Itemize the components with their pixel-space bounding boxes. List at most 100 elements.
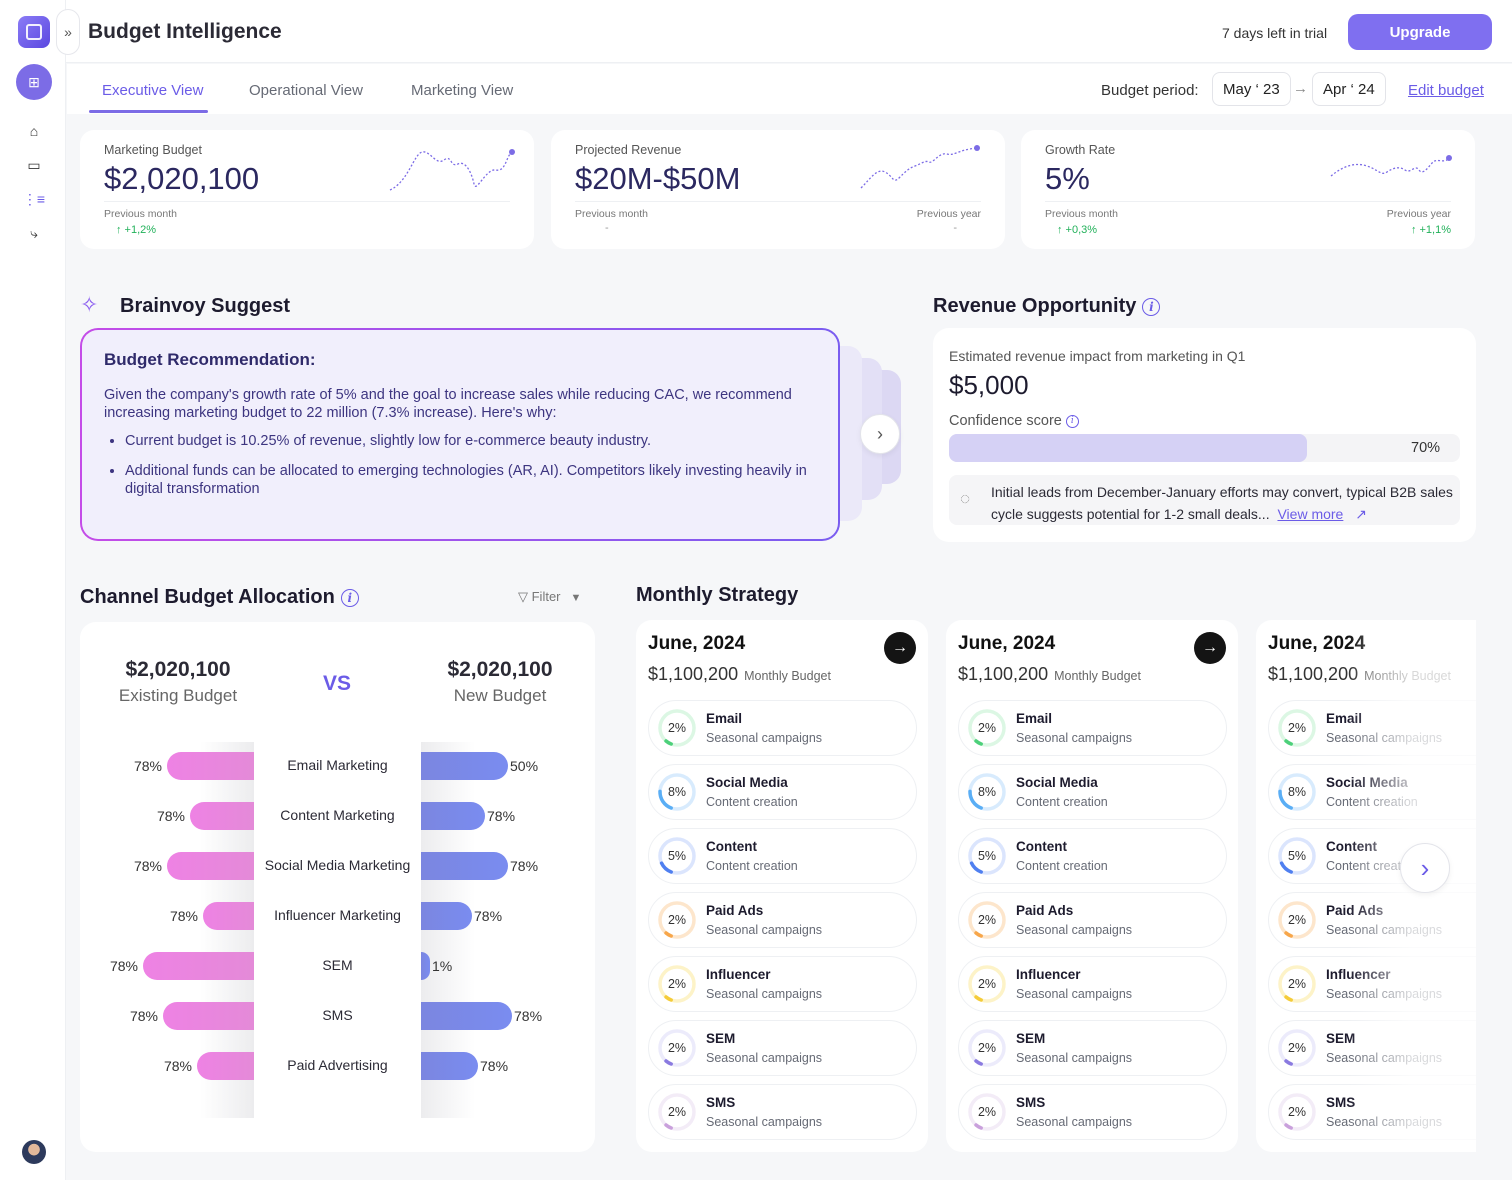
tab-executive-view[interactable]: Executive View [102, 82, 204, 99]
percent-ring: 2% [657, 708, 697, 748]
strategy-item[interactable]: 5% Content Content creation [958, 828, 1227, 884]
existing-budget-value: $2,020,100 [125, 658, 231, 681]
strategy-item[interactable]: 2% SEM Seasonal campaigns [648, 1020, 917, 1076]
strategy-item[interactable]: 2% SEM Seasonal campaigns [958, 1020, 1227, 1076]
confidence-value: 70% [1411, 440, 1441, 456]
strategy-item[interactable]: 2% Influencer Seasonal campaigns [648, 956, 917, 1012]
new-value: 78% [474, 908, 503, 924]
percent-ring: 8% [967, 772, 1007, 812]
arrow-right-icon: → [892, 639, 908, 656]
kpi-compare-label: Previous month [1045, 208, 1118, 220]
wallet-icon[interactable]: ▭ [27, 156, 41, 173]
tab-marketing-view[interactable]: Marketing View [411, 82, 514, 99]
sparkline [1330, 155, 1452, 177]
existing-value: 78% [129, 1008, 158, 1024]
existing-bar [163, 1002, 254, 1030]
month-title: June, 2024 [958, 633, 1056, 654]
strategy-item[interactable]: 8% Social Media Content creation [648, 764, 917, 820]
view-more-link[interactable]: View more [1277, 506, 1344, 522]
tab-operational-view[interactable]: Operational View [249, 82, 363, 99]
existing-bar [203, 902, 254, 930]
arrow-right-icon: → [1202, 639, 1218, 656]
item-name: SMS [706, 1095, 736, 1110]
period-start-select[interactable]: May ‘ 23 [1212, 72, 1291, 106]
edit-budget-link[interactable]: Edit budget [1408, 82, 1484, 99]
item-desc: Seasonal campaigns [1016, 987, 1133, 1001]
strategy-item[interactable]: 2% Influencer Seasonal campaigns [958, 956, 1227, 1012]
next-month-button[interactable]: › [1400, 843, 1450, 893]
open-month-button[interactable]: → [1194, 632, 1226, 664]
new-bar [421, 902, 472, 930]
revenue-caption: Estimated revenue impact from marketing … [949, 348, 1246, 364]
percent-ring: 2% [967, 964, 1007, 1004]
confidence-bar [949, 434, 1460, 462]
active-tab-indicator [89, 110, 208, 113]
strategy-item[interactable]: 2% SMS Seasonal campaigns [648, 1084, 917, 1140]
channel-label: Content Marketing [280, 807, 395, 823]
info-icon[interactable]: i [1142, 297, 1161, 316]
strategy-item[interactable]: 8% Social Media Content creation [958, 764, 1227, 820]
next-suggestion-button[interactable]: › [860, 414, 900, 454]
item-desc: Seasonal campaigns [706, 1051, 823, 1065]
kpi-change: ↑ +1,2% [116, 224, 157, 236]
open-month-button[interactable]: → [884, 632, 916, 664]
new-button[interactable]: ⊞ [16, 64, 52, 100]
kpi-value: 5% [1045, 161, 1090, 196]
vs-label: VS [322, 672, 351, 695]
kpi-projected-revenue: Projected Revenue $20M-$50M Previous mon… [551, 130, 1005, 249]
strategy-item[interactable]: 5% Content Content creation [648, 828, 917, 884]
strategy-item[interactable]: 2% Paid Ads Seasonal campaigns [648, 892, 917, 948]
external-link-icon[interactable]: ↗ [1355, 506, 1367, 522]
percent-ring: 8% [1277, 772, 1317, 812]
item-name: Social Media [1016, 775, 1098, 790]
info-icon[interactable]: i [340, 588, 359, 607]
new-value: 78% [510, 858, 539, 874]
percent-ring: 2% [1277, 964, 1317, 1004]
budget-period-label: Budget period: [1101, 82, 1199, 99]
existing-value: 78% [163, 1058, 192, 1074]
channel-label: Paid Advertising [287, 1057, 388, 1073]
strategy-item[interactable]: 2% Paid Ads Seasonal campaigns [958, 892, 1227, 948]
percent-ring: 2% [1277, 900, 1317, 940]
item-name: Paid Ads [706, 903, 764, 918]
item-desc: Seasonal campaigns [706, 1115, 823, 1129]
plus-icon: ⊞ [28, 73, 40, 90]
kpi-label: Marketing Budget [104, 143, 202, 157]
revenue-title: Revenue Opportunity i [933, 295, 1161, 318]
sidebar [0, 0, 66, 1180]
app-logo[interactable] [18, 16, 50, 48]
kpi-marketing-budget: Marketing Budget $2,020,100 Previous mon… [80, 130, 534, 249]
home-icon[interactable]: ⌂ [29, 123, 39, 139]
recommendation-title: Budget Recommendation: [104, 350, 316, 369]
item-name: Email [706, 711, 743, 726]
item-desc: Content creation [1016, 859, 1108, 873]
item-name: SEM [706, 1031, 736, 1046]
strategy-item[interactable]: 2% SMS Seasonal campaigns [958, 1084, 1227, 1140]
strategy-item[interactable]: 2% Email Seasonal campaigns [648, 700, 917, 756]
strategy-item[interactable]: 2% Email Seasonal campaigns [958, 700, 1227, 756]
info-icon[interactable]: i [1065, 414, 1079, 428]
upgrade-button[interactable]: Upgrade [1348, 14, 1492, 50]
percent-ring: 2% [1277, 1092, 1317, 1132]
new-bar [421, 852, 508, 880]
workflow-icon[interactable]: ⤷ [30, 224, 38, 241]
channel-label: SMS [322, 1007, 353, 1023]
lightbulb-icon: ◌ [960, 489, 971, 508]
existing-value: 78% [156, 808, 185, 824]
filter-dropdown[interactable]: ▽ Filter ▼ [518, 589, 582, 604]
expand-sidebar-button[interactable]: » [56, 9, 80, 55]
confidence-label: Confidence score i [949, 413, 1079, 429]
item-name: SEM [1016, 1031, 1046, 1046]
item-name: Influencer [1016, 967, 1081, 982]
item-name: Content [706, 839, 757, 854]
user-avatar[interactable] [22, 1140, 46, 1164]
kpi-change-year: ↑ +1,1% [1410, 224, 1451, 236]
hierarchy-icon[interactable]: ⋮≡ [22, 190, 46, 207]
new-value: 50% [510, 758, 539, 774]
kpi-compare-label-year: Previous year [1386, 208, 1451, 220]
percent-ring: 2% [1277, 1028, 1317, 1068]
item-name: Influencer [706, 967, 771, 982]
period-end-select[interactable]: Apr ‘ 24 [1312, 72, 1386, 106]
revenue-value: $5,000 [949, 370, 1029, 400]
chevron-right-icon: › [1420, 852, 1430, 883]
